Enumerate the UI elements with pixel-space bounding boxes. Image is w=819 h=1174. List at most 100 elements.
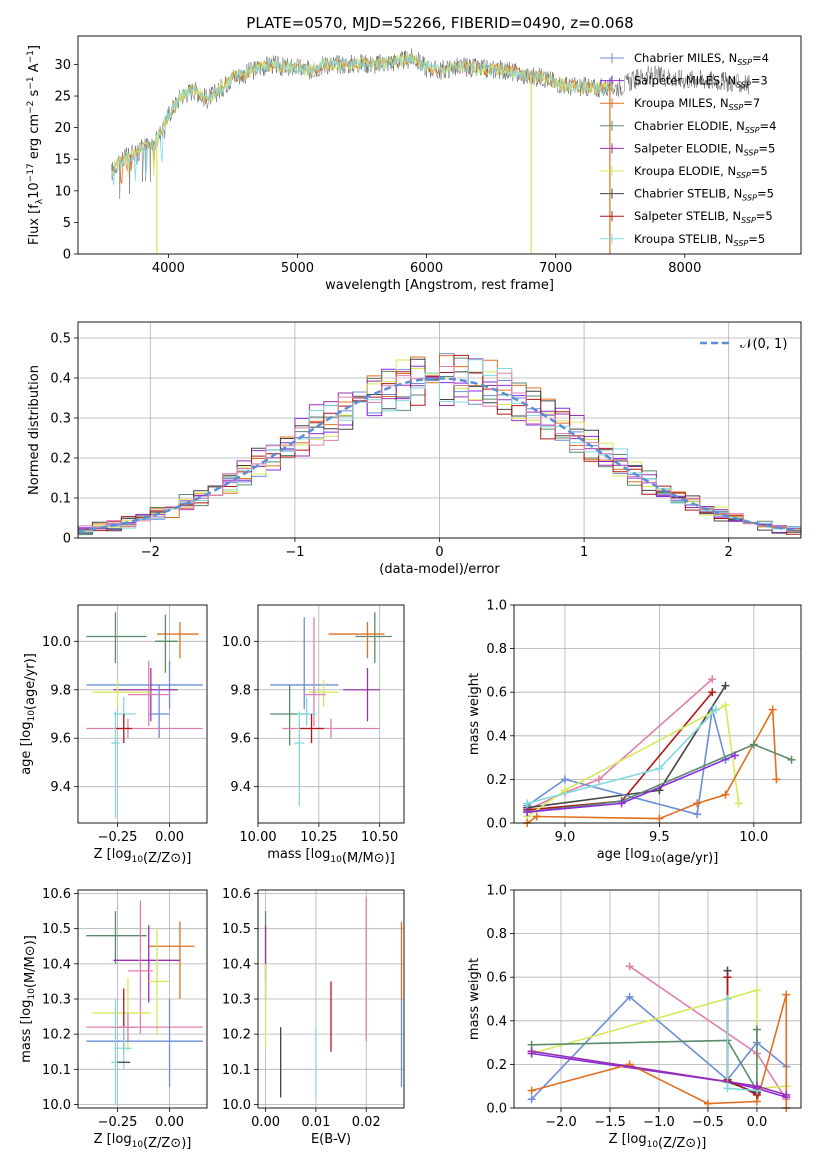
ebv-mass-axes: 0.00 0.01 0.02 10.0 10.1 10.2 10.3 10.4 10.5 10.6: [222, 887, 404, 1130]
spectrum-axes: 4000 5000 6000 7000 8000 0 5 10 15 20 25 30: [54, 58, 701, 276]
spectrum-xtick-label: 4000: [152, 261, 185, 276]
residuals-hist-pink: [78, 366, 801, 538]
z-weight-series-chabrier_elodie: [531, 1029, 758, 1094]
z-weight-series-kroupa_miles: [531, 994, 788, 1108]
age-weight-xlabel-part: log: [630, 847, 650, 862]
mass-age-ytick-label: 9.4: [230, 780, 251, 795]
z-weight-series-kroupa_stelib: [726, 999, 757, 1092]
spectrum-ytick-label: 25: [54, 90, 71, 105]
spectrum-legend-label: Kroupa STELIB, NSSP=5: [634, 232, 765, 248]
z-mass-axes: −0.25 0.00 10.0 10.1 10.2 10.3 10.4 10.5 10.6: [42, 887, 207, 1130]
z-weight-xlabel: Z [log10(Z/Z⊙)]: [609, 1132, 707, 1151]
ebv-mass-frame: [257, 889, 405, 1109]
z-weight-ytick-label: 0.2: [486, 1058, 507, 1073]
z-age-xlabel-part: Z [: [94, 847, 112, 862]
spectrum-ylabel-part: λ: [35, 198, 45, 204]
z-weight-ytick-label: 0.0: [486, 1102, 507, 1117]
ebv-mass-ytick-label: 10.3: [222, 993, 251, 1008]
mass-age-ytick-label: 9.8: [230, 683, 251, 698]
z-age-ylabel-part: log: [19, 722, 34, 742]
spectrum-legend-sub: SSP: [742, 194, 757, 203]
z-age-xlabel-part: log: [112, 847, 132, 862]
spectrum-legend-part: =5: [748, 232, 765, 246]
spectrum-legend-part: =5: [756, 209, 773, 223]
spectrum-series-kroupa_stelib: [111, 54, 614, 186]
residuals-xlabel: (data-model)/error: [379, 562, 500, 577]
z-mass-xlabel-part: log: [112, 1132, 132, 1147]
z-mass-ylabel-part: log: [19, 1000, 34, 1020]
z-mass-xtick-label: 0.00: [155, 1115, 184, 1130]
spectrum-ylabel-part: Flux [f: [27, 204, 42, 245]
z-weight-ytick-label: 0.6: [486, 971, 507, 986]
spectrum-ytick-label: 20: [54, 121, 71, 136]
figure-title: PLATE=0570, MJD=52266, FIBERID=0490, z=0…: [246, 14, 633, 32]
spectrum-xtick-label: 5000: [281, 261, 314, 276]
z-mass-ylabel-part: mass [: [19, 1019, 34, 1062]
z-weight-ylabel-part: mass weight: [467, 958, 482, 1040]
spectrum-ylabel-part: −1: [26, 76, 36, 89]
age-weight-xlabel-part: age [: [597, 847, 630, 862]
z-mass-ylabel-part: (M/M⊙)]: [23, 935, 38, 988]
residuals-legend-label: 𝒩(0, 1): [740, 337, 787, 352]
mass-age-xlabel-sub: 10: [330, 855, 342, 865]
mass-age-xlabel-part: (M/M⊙)]: [342, 851, 395, 866]
age-weight-ytick-label: 1.0: [486, 599, 507, 614]
z-mass-points: [86, 900, 203, 1105]
z-age-axes: −0.25 0.00 9.4 9.6 9.8 10.0: [42, 605, 207, 845]
mass-age-points: [270, 612, 392, 807]
age-weight-axes: 9.0 9.5 10.0 0.0 0.2 0.4 0.6 0.8 1.0: [486, 599, 801, 845]
residuals-ylabel-part: Normed distribution: [27, 365, 42, 495]
spectrum-legend-part: =7: [743, 96, 760, 110]
age-weight-ylabel-part: mass weight: [467, 673, 482, 755]
spectrum-legend-label: Salpeter ELODIE, NSSP=5: [634, 141, 775, 157]
spectrum-xtick-label: 6000: [410, 261, 443, 276]
spectrum-legend-part: Kroupa ELODIE, N: [634, 164, 736, 178]
spectrum-legend-part: Kroupa MILES, N: [634, 96, 729, 110]
spectrum-legend-sub: SSP: [745, 126, 760, 135]
mass-age-ytick-label: 10.0: [222, 635, 251, 650]
spectrum-legend-part: =4: [752, 51, 769, 65]
residuals-xtick-label: 2: [725, 545, 733, 560]
spectrum-legend-label: Salpeter MILES, NSSP=3: [634, 74, 768, 90]
z-mass-frame: [77, 889, 208, 1109]
z-mass-ytick-label: 10.1: [42, 1063, 71, 1078]
residuals-ytick-label: 0: [63, 532, 71, 547]
residuals-legend: 𝒩(0, 1): [700, 337, 787, 352]
age-weight-ytick-label: 0.0: [486, 817, 507, 832]
z-age-ylabel: age [log10(age/yr)]: [19, 653, 38, 775]
spectrum-legend-part: Chabrier MILES, N: [634, 51, 737, 65]
spectrum-legend-sub: SSP: [736, 81, 751, 90]
z-weight-ytick-label: 1.0: [486, 884, 507, 899]
residuals-gauss-curve: [78, 377, 801, 533]
z-age-ylabel-part: age [: [19, 741, 34, 774]
spectrum-ytick-label: 15: [54, 153, 71, 168]
spectrum-legend-sub: SSP: [736, 171, 751, 180]
spectrum-ylabel-part: erg cm: [27, 114, 42, 163]
age-weight-xlabel-sub: 10: [650, 855, 662, 865]
ebv-mass-xlabel: E(B-V): [311, 1132, 351, 1147]
spectrum-xlabel: wavelength [Angstrom, rest frame]: [325, 278, 554, 293]
spectrum-ytick-label: 10: [54, 184, 71, 199]
z-weight-xlabel-part: Z [: [609, 1132, 627, 1147]
residuals-axes: −2 −1 0 1 2 0 0.1 0.2 0.3 0.4 0.5: [50, 322, 801, 560]
residuals-frame: [77, 321, 802, 539]
spectrum-legend-sub: SSP: [741, 216, 756, 225]
age-weight-ylabel: mass weight: [467, 673, 482, 755]
residuals-ytick-label: 0.1: [50, 492, 71, 507]
z-age-frame: [77, 604, 208, 824]
age-weight-xlabel: age [log10(age/yr)]: [597, 847, 719, 866]
mass-age-xlabel-part: log: [311, 847, 331, 862]
spectrum-legend-part: =5: [751, 164, 768, 178]
z-mass-ylabel-sub: 10: [27, 988, 37, 1000]
mass-age-xtick-label: 10.00: [239, 830, 276, 845]
z-weight-xtick-label: −0.5: [692, 1115, 724, 1130]
age-weight-ytick-label: 0.8: [486, 642, 507, 657]
residuals-ytick-label: 0.2: [50, 452, 71, 467]
residuals-ylabel: Normed distribution: [27, 365, 42, 495]
spectrum-ytick-label: 0: [63, 248, 71, 263]
spectrum-ylabel-part: −1: [26, 50, 36, 63]
age-weight-series-chabrier_stelib: [527, 685, 727, 809]
spectrum-legend-sub: SSP: [734, 239, 749, 248]
